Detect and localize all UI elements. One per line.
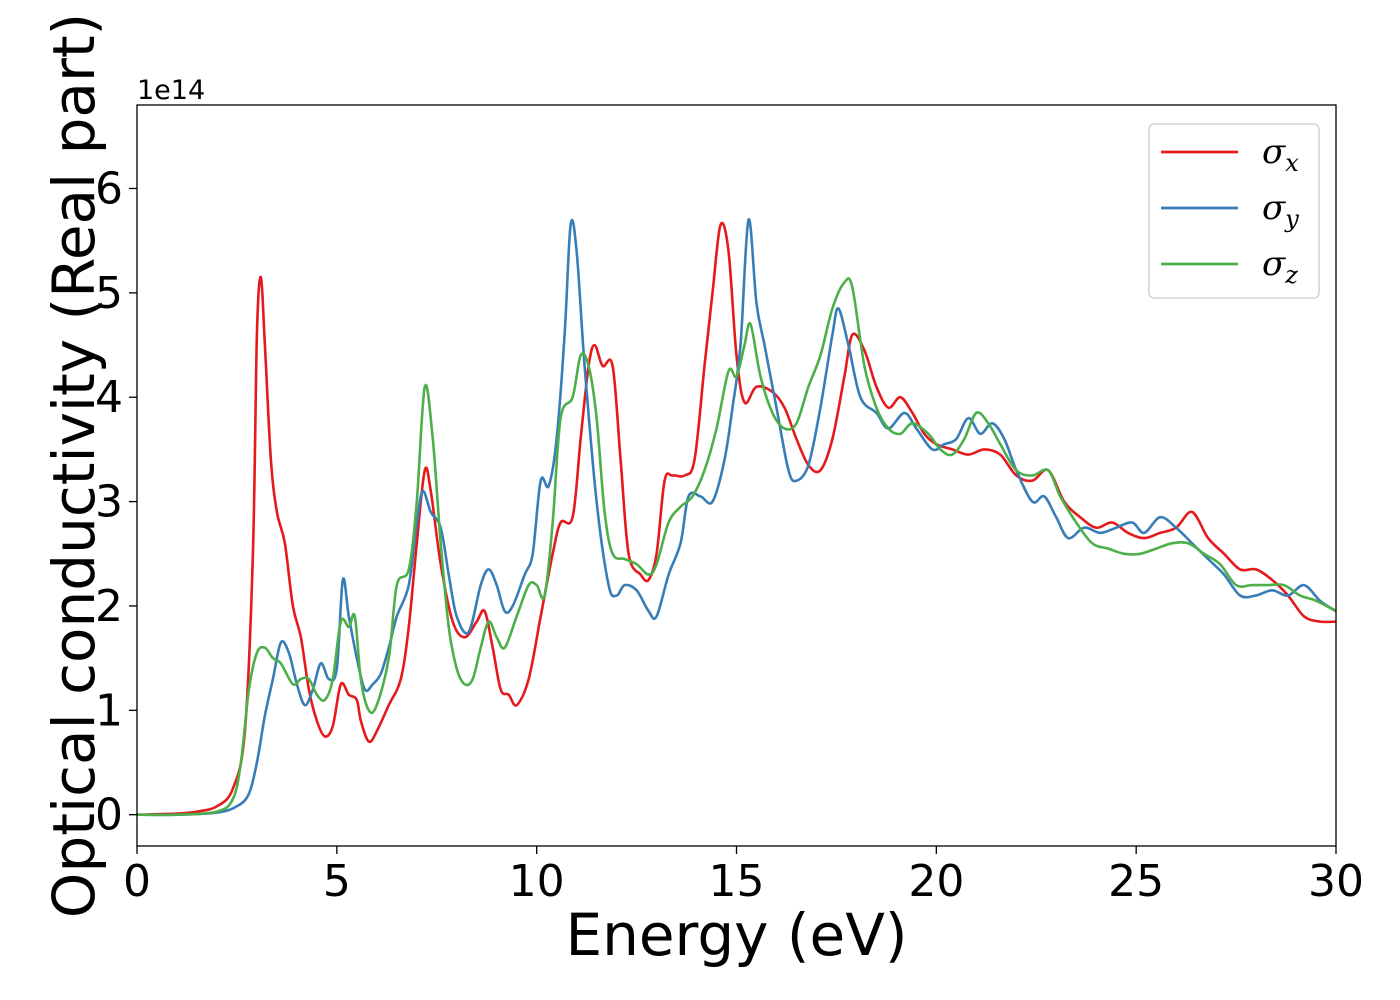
legend-label-z: σz <box>1262 244 1298 289</box>
y-tick-label: 4 <box>95 372 123 423</box>
legend-label-x: σx <box>1262 132 1299 177</box>
x-tick-label: 5 <box>323 856 351 907</box>
y-tick-label: 0 <box>95 790 123 841</box>
y-tick-label: 3 <box>95 477 123 528</box>
y-axis-offset-label: 1e14 <box>137 75 205 106</box>
x-tick-label: 15 <box>709 856 765 907</box>
series-line-z <box>137 277 1336 817</box>
x-tick-label: 25 <box>1108 856 1164 907</box>
x-tick-label: 20 <box>908 856 964 907</box>
series-layer <box>137 218 1336 817</box>
x-tick-label: 10 <box>509 856 565 907</box>
x-axis-label: Energy (eV) <box>565 901 907 969</box>
x-axis-ticks: 0 5 10 15 20 25 30 <box>123 846 1364 907</box>
x-tick-label: 0 <box>123 856 151 907</box>
y-tick-label: 6 <box>95 163 123 214</box>
y-tick-label: 1 <box>95 685 123 736</box>
y-axis-ticks: 0 1 2 3 4 5 6 <box>95 163 137 841</box>
x-tick-label: 30 <box>1308 856 1364 907</box>
legend-label-y: σy <box>1262 188 1299 233</box>
y-tick-label: 5 <box>95 268 123 319</box>
plot-area <box>137 105 1336 846</box>
legend-box <box>1148 123 1320 299</box>
legend: σx σy σz <box>1148 123 1320 299</box>
y-tick-label: 2 <box>95 581 123 632</box>
y-axis-label: Optical conductivity (Real part) <box>40 13 108 918</box>
series-line-y <box>137 218 1336 817</box>
